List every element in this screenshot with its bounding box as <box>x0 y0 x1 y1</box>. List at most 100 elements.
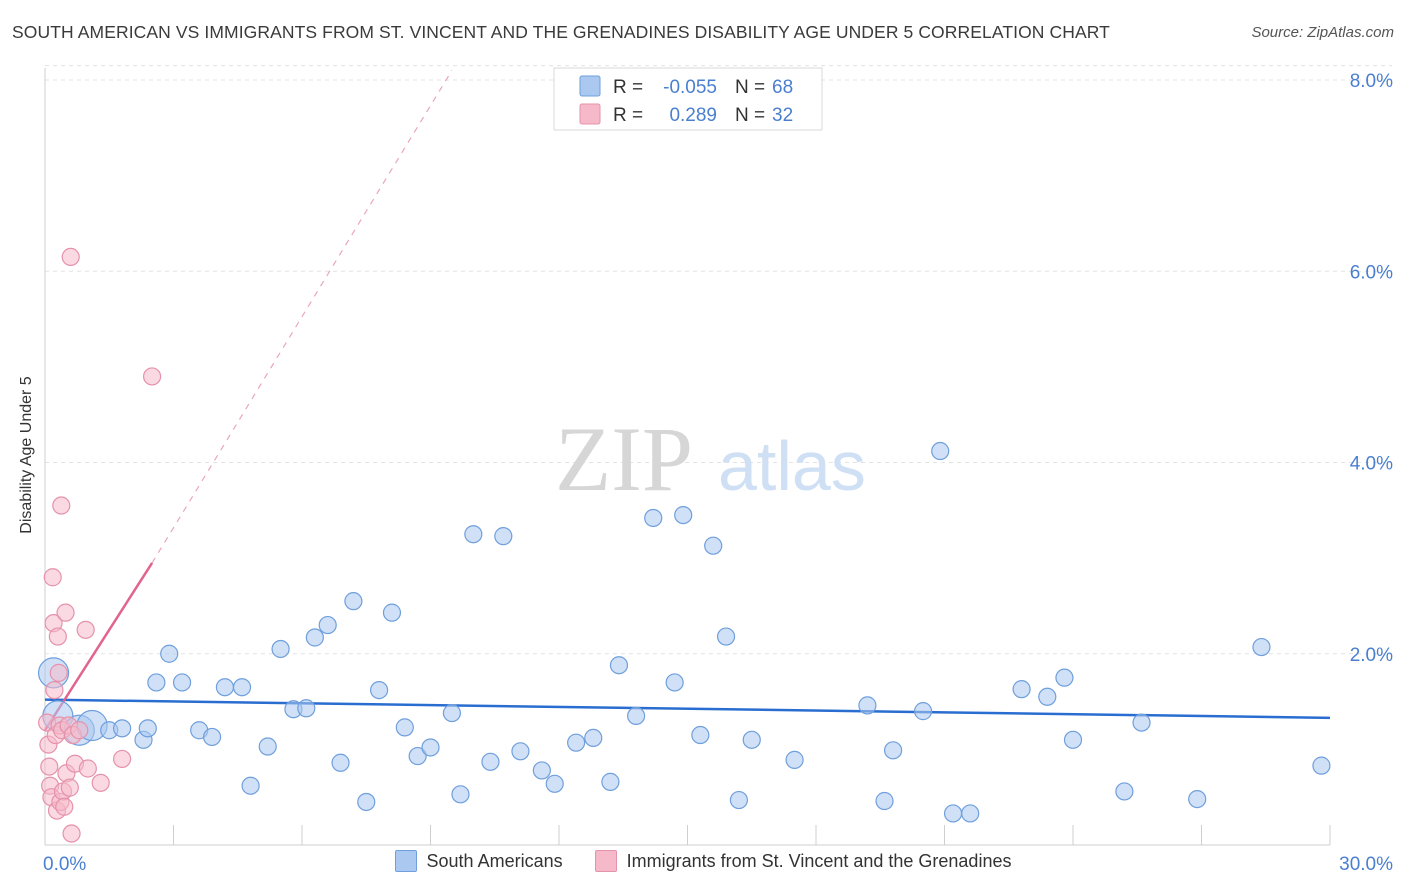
point-0-35 <box>511 742 530 761</box>
point-0-48 <box>716 627 736 646</box>
point-0-62 <box>1063 730 1083 749</box>
point-0-16 <box>258 737 277 756</box>
legend-bottom: South Americans Immigrants from St. Vinc… <box>0 850 1406 872</box>
point-1-11 <box>49 663 68 682</box>
point-0-41 <box>609 656 629 675</box>
point-0-30 <box>442 703 462 723</box>
legend-r-label-1: R = <box>613 77 643 98</box>
point-1-7 <box>45 680 64 700</box>
point-0-25 <box>370 680 389 700</box>
point-1-27 <box>76 620 95 639</box>
y-tick-label-8: 8.0% <box>1350 71 1393 92</box>
point-1-29 <box>91 773 110 792</box>
point-0-65 <box>1188 789 1207 809</box>
point-0-66 <box>1252 637 1271 657</box>
y-tick-label-6: 6.0% <box>1350 262 1393 283</box>
legend-n-label-2: N = <box>735 105 765 126</box>
point-0-33 <box>481 752 500 771</box>
point-1-14 <box>52 496 71 515</box>
point-0-51 <box>785 750 804 769</box>
point-0-47 <box>704 536 723 555</box>
point-0-40 <box>601 772 620 791</box>
point-0-63 <box>1115 782 1134 801</box>
point-0-50 <box>742 730 761 749</box>
point-0-60 <box>1038 687 1057 706</box>
legend-item-south-americans: South Americans <box>394 850 563 872</box>
watermark-atlas: atlas <box>718 427 866 505</box>
trend-extension-1 <box>151 70 453 564</box>
point-0-29 <box>421 738 440 757</box>
point-1-18 <box>56 603 75 622</box>
watermark-zip: ZIP <box>555 408 693 510</box>
point-0-59 <box>1012 680 1031 699</box>
chart-title: SOUTH AMERICAN VS IMMIGRANTS FROM ST. VI… <box>12 22 1110 42</box>
point-0-10 <box>172 673 192 692</box>
point-0-42 <box>626 706 646 726</box>
point-0-45 <box>674 505 693 525</box>
point-0-21 <box>318 615 337 635</box>
point-1-26 <box>70 721 89 740</box>
point-0-55 <box>913 702 933 721</box>
point-1-2 <box>40 757 59 776</box>
watermark: ZIP atlas <box>555 408 866 510</box>
point-1-17 <box>55 797 74 816</box>
point-1-21 <box>60 778 79 797</box>
point-0-46 <box>691 725 710 745</box>
source-credit: Source: ZipAtlas.com <box>1251 24 1394 41</box>
x-tick-label-start: 0.0% <box>43 854 86 875</box>
x-tick-label-end: 30.0% <box>1339 854 1393 875</box>
legend-item-immigrants: Immigrants from St. Vincent and the Gren… <box>594 850 1011 872</box>
point-0-27 <box>395 718 414 737</box>
point-0-19 <box>297 699 316 718</box>
point-0-24 <box>357 792 376 812</box>
legend-n-value-1: 68 <box>772 77 793 98</box>
point-0-64 <box>1132 713 1151 732</box>
point-1-23 <box>62 824 81 843</box>
point-0-39 <box>584 728 603 748</box>
point-0-28 <box>408 746 427 766</box>
point-0-44 <box>665 673 684 692</box>
point-1-30 <box>112 749 132 769</box>
point-0-53 <box>875 791 894 811</box>
legend-swatch-pink <box>579 103 601 125</box>
point-0-5 <box>112 719 132 738</box>
point-0-34 <box>494 527 513 546</box>
point-0-22 <box>331 753 350 772</box>
point-0-57 <box>943 804 963 823</box>
point-0-20 <box>305 628 324 647</box>
point-0-17 <box>271 639 290 659</box>
point-0-9 <box>160 644 179 663</box>
y-tick-label-2: 2.0% <box>1350 645 1393 666</box>
point-0-32 <box>464 525 483 544</box>
point-0-49 <box>729 790 749 810</box>
point-0-54 <box>883 741 903 760</box>
point-0-23 <box>344 592 363 611</box>
point-1-28 <box>78 759 97 778</box>
legend-swatch-immigrants <box>594 850 617 872</box>
point-0-37 <box>545 774 564 793</box>
point-0-13 <box>215 678 234 697</box>
legend-r-value-2: 0.289 <box>669 105 717 126</box>
point-1-5 <box>43 568 62 587</box>
point-1-22 <box>61 247 80 267</box>
point-0-8 <box>147 673 166 692</box>
point-1-31 <box>142 367 162 386</box>
trend-line-0 <box>44 698 1331 720</box>
grid-lines <box>45 65 1392 655</box>
legend-top: R = -0.055 N = 68 R = 0.289 N = 32 <box>553 67 823 131</box>
point-0-15 <box>241 776 260 795</box>
y-tick-label-4: 4.0% <box>1350 454 1393 475</box>
point-0-36 <box>532 761 551 780</box>
tick-labels: 2.0% 4.0% 6.0% 8.0% 0.0% 30.0% <box>43 71 1393 875</box>
legend-swatch-south-americans <box>394 850 417 872</box>
point-0-38 <box>567 733 586 752</box>
point-0-14 <box>232 678 252 697</box>
point-0-61 <box>1055 668 1074 687</box>
legend-label-south-americans: South Americans <box>426 850 563 871</box>
point-0-26 <box>382 603 402 622</box>
point-0-7 <box>138 719 157 738</box>
legend-swatch-blue <box>579 75 601 97</box>
point-0-67 <box>1312 756 1331 775</box>
point-0-56 <box>931 441 950 461</box>
legend-r-label-2: R = <box>613 105 643 126</box>
